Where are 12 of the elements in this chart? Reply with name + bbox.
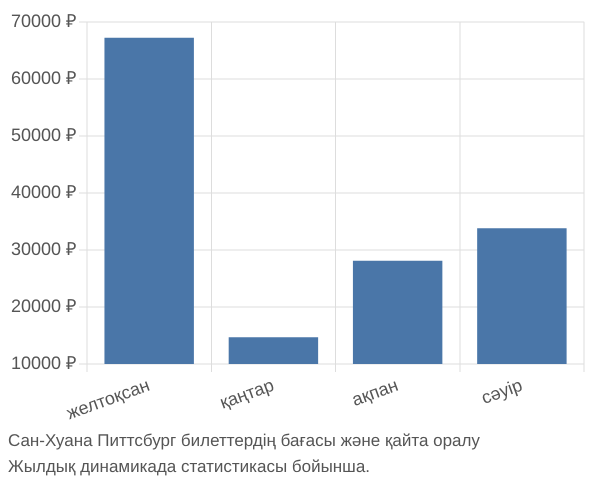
y-tick-label: 30000 ₽: [10, 238, 76, 259]
x-tick-label: сәуір: [478, 374, 525, 408]
y-tick-label: 40000 ₽: [10, 182, 76, 202]
x-tick-label: ақпан: [349, 374, 401, 410]
y-tick-label: 70000 ₽: [10, 10, 76, 31]
y-tick-label: 60000 ₽: [10, 68, 76, 88]
text: Сан-Хуана Питтсбург билеттердің бағасы және қайта оралу: [8, 430, 481, 452]
y-tick-label: 50000 ₽: [10, 124, 76, 145]
y-tick-label: 10000 ₽: [10, 352, 76, 373]
text: Жылдық динамикада статистикасы бойынша.: [8, 456, 371, 478]
x-tick-label: қаңтар: [217, 374, 276, 413]
y-tick-label: 20000 ₽: [10, 296, 76, 316]
